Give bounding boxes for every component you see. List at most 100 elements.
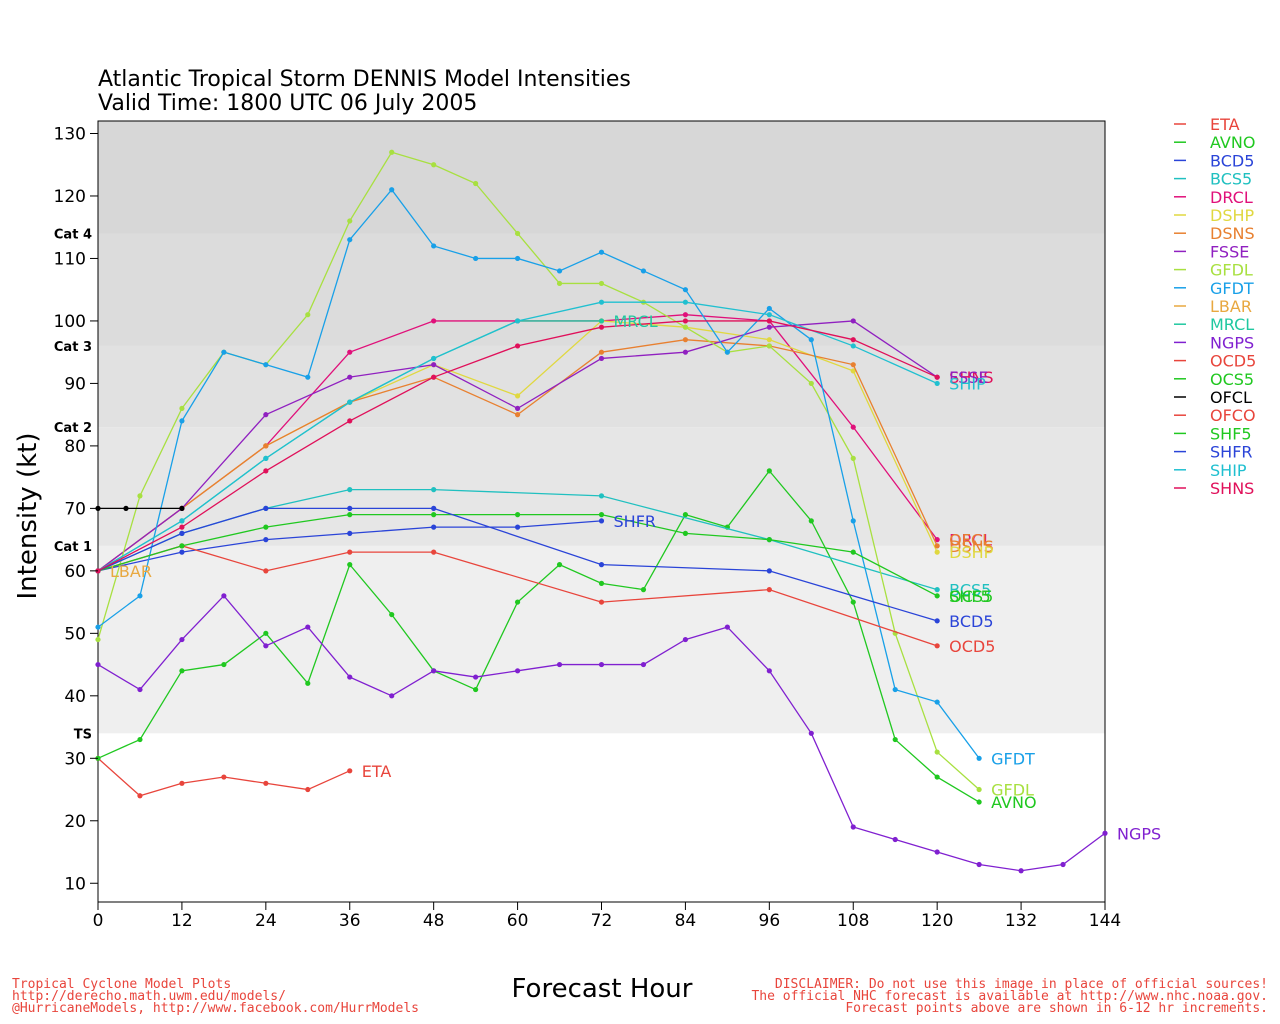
data-point-dsns-6	[598, 349, 605, 355]
data-point-eta-6	[347, 768, 353, 774]
data-point-bcd5-6	[598, 518, 605, 524]
y-axis-title: Intensity (kt)	[13, 433, 43, 600]
series-eta	[95, 755, 353, 799]
data-point-gfdt-10	[514, 255, 521, 262]
data-point-gfdt-0	[95, 624, 101, 630]
data-point-drcl-7	[682, 312, 689, 318]
data-point-bcd5-1	[179, 549, 185, 555]
data-point-gfdt-11	[556, 268, 563, 274]
data-point-ngps-0	[95, 661, 101, 668]
data-point-bcs5-5	[598, 493, 605, 499]
legend-entry-ofco: OFCO	[1210, 406, 1256, 425]
series-label-ocd5: OCD5	[949, 637, 995, 656]
series-label-shfr: SHFR	[614, 512, 657, 531]
data-point-ship-2	[263, 455, 269, 461]
data-point-ngps-15	[724, 624, 730, 630]
data-point-ocs5-9	[850, 549, 856, 555]
series-label-gfdl: GFDL	[991, 781, 1034, 800]
data-point-avno-17	[808, 518, 814, 524]
y-tick-label-70: 70	[64, 499, 86, 519]
data-point-shfr-6	[766, 568, 772, 574]
data-point-ngps-17	[808, 730, 814, 736]
data-point-gfdl-6	[347, 218, 353, 224]
data-point-gfdt-8	[431, 243, 437, 249]
series-label-ngps: NGPS	[1117, 824, 1161, 843]
x-tick-label-12: 12	[171, 911, 193, 931]
data-point-ship-7	[682, 299, 689, 305]
data-point-gfdt-16	[766, 305, 772, 312]
series-bcd5	[95, 518, 605, 574]
data-point-ngps-9	[473, 674, 479, 680]
data-point-gfdt-3	[221, 349, 227, 355]
series-gfdt	[95, 187, 982, 761]
data-point-ngps-8	[431, 668, 437, 674]
data-point-ship-10	[934, 380, 940, 387]
data-point-avno-10	[514, 599, 521, 605]
data-point-ship-4	[431, 355, 437, 362]
x-tick-label-144: 144	[1089, 911, 1121, 931]
axes: 0 12 24 36 48 60 72 84 96 108 120 132 144 10 20 30 40 50 6…	[54, 124, 1122, 931]
data-point-gfdl-14	[682, 324, 689, 330]
data-point-mrcl-6	[598, 318, 605, 324]
series-line-ocd5	[97, 545, 938, 647]
data-point-ngps-11	[556, 661, 563, 668]
series-label-avno: AVNO	[991, 793, 1036, 812]
model-series	[95, 149, 1108, 874]
y-tick-label-90: 90	[64, 374, 86, 394]
x-axis-title: Forecast Hour	[512, 974, 693, 1004]
data-point-gfdt-9	[473, 255, 479, 262]
data-point-shns-6	[598, 324, 605, 330]
data-point-avno-1	[137, 736, 143, 743]
series-label-eta: ETA	[362, 762, 392, 781]
data-point-drcl-4	[431, 318, 437, 324]
data-point-dshp-10	[934, 549, 940, 555]
legend-entry-eta: ETA	[1210, 115, 1240, 134]
data-point-bcs5-4	[431, 487, 437, 493]
data-point-ocs5-1	[179, 543, 185, 549]
data-point-ngps-6	[347, 674, 353, 680]
data-point-ship-6	[598, 299, 605, 305]
data-point-gfdl-9	[473, 180, 479, 187]
data-point-ngps-14	[682, 636, 689, 643]
legend-entry-mrcl: MRCL	[1210, 315, 1254, 334]
series-label-ofcl: OFCL	[949, 531, 991, 550]
data-point-gfdt-13	[640, 268, 647, 274]
series-label-bcs5: BCS5	[949, 581, 991, 600]
band-label-cat-2: Cat 2	[54, 421, 92, 436]
data-point-shns-8	[766, 318, 772, 324]
data-point-gfdt-7	[389, 187, 395, 193]
data-point-avno-14	[682, 512, 689, 518]
data-point-dshp-5	[514, 393, 521, 399]
data-point-bcs5-3	[347, 487, 353, 493]
data-point-gfdl-21	[976, 786, 982, 793]
data-point-dshp-8	[766, 337, 772, 343]
y-tick-label-120: 120	[54, 187, 86, 207]
data-point-dsns-10	[934, 543, 940, 549]
data-point-ngps-10	[514, 668, 521, 674]
data-point-fsse-3	[347, 374, 353, 380]
data-point-eta-3	[221, 774, 227, 780]
data-point-ofcl-2	[179, 505, 185, 511]
data-point-dsns-5	[514, 412, 521, 418]
data-point-gfdl-12	[598, 280, 605, 287]
data-point-bcs5-7	[934, 587, 940, 593]
data-point-fsse-5	[514, 405, 521, 412]
data-point-ngps-12	[598, 661, 605, 668]
data-point-shns-4	[431, 374, 437, 380]
data-point-shns-7	[682, 318, 689, 324]
data-point-shns-1	[179, 524, 185, 530]
data-point-gfdt-1	[137, 593, 143, 599]
legend-entry-shns: SHNS	[1210, 479, 1254, 498]
series-label-ship: SHIP	[949, 374, 986, 393]
series-label-lbar: LBAR	[110, 562, 152, 581]
data-point-avno-11	[556, 562, 563, 568]
data-point-avno-18	[850, 599, 856, 605]
legend-entry-ocs5: OCS5	[1210, 370, 1254, 389]
data-point-ngps-13	[640, 661, 647, 668]
data-point-dsns-7	[682, 337, 689, 343]
series-label-mrcl: MRCL	[614, 312, 658, 331]
y-tick-label-50: 50	[64, 624, 86, 644]
data-point-avno-21	[976, 799, 982, 805]
series-line-shfr	[97, 507, 938, 622]
